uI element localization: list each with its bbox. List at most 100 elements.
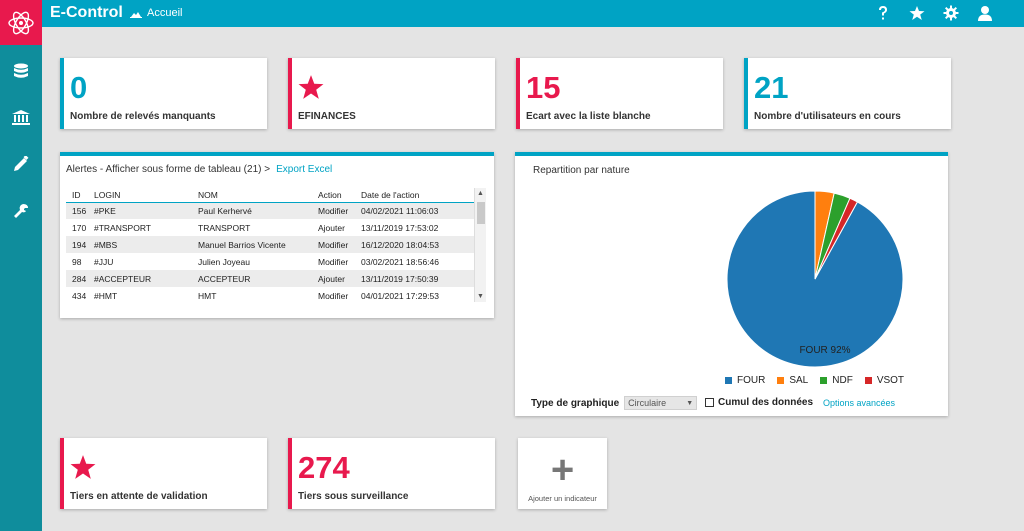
- pencil-icon[interactable]: [10, 153, 32, 175]
- table-row[interactable]: 170 #TRANSPORT TRANSPORT Ajouter 13/11/2…: [66, 219, 474, 236]
- help-icon[interactable]: [874, 4, 892, 22]
- cell-action: Modifier: [312, 202, 355, 219]
- pie-chart: FOUR 92%: [726, 190, 904, 368]
- kpi-efinances[interactable]: EFINANCES: [288, 58, 495, 129]
- add-indicator-button[interactable]: + Ajouter un indicateur: [518, 438, 607, 509]
- wrench-icon[interactable]: [10, 200, 32, 222]
- user-icon[interactable]: [976, 4, 994, 22]
- cell-id: 170: [72, 222, 87, 233]
- cell-action: Modifier: [318, 290, 349, 301]
- legend-swatch: [864, 377, 872, 384]
- atom-logo-icon: [8, 11, 34, 34]
- table-row[interactable]: 194 #MBS Manuel Barrios Vicente Modifier…: [66, 236, 474, 253]
- legend-item-vsot[interactable]: VSOT: [864, 375, 904, 386]
- gear-icon[interactable]: [942, 4, 960, 22]
- column-header-login[interactable]: LOGIN: [88, 188, 192, 203]
- cell-date: 03/02/2021 18:56:46: [361, 256, 439, 267]
- star-icon[interactable]: [908, 4, 926, 22]
- scroll-down-icon[interactable]: ▼: [477, 293, 484, 300]
- home-icon: [130, 12, 142, 18]
- kpi-label: Ecart avec la liste blanche: [526, 111, 651, 122]
- chart-type-select[interactable]: Circulaire ▼: [624, 396, 698, 410]
- cell-id: 194: [66, 236, 88, 253]
- kpi-label: Tiers en attente de validation: [70, 491, 208, 502]
- scroll-up-icon[interactable]: ▲: [477, 190, 484, 197]
- star-icon: [298, 75, 324, 99]
- table-scrollbar[interactable]: ▲ ▼: [474, 188, 486, 302]
- kpi-under-surveillance[interactable]: 274 Tiers sous surveillance: [288, 438, 495, 509]
- cell-login: #HMT: [94, 290, 118, 301]
- cell-nom: Julien Joyeau: [198, 256, 250, 267]
- cell-date: 04/01/2021 17:29:53: [361, 290, 439, 301]
- alerts-header: Alertes - Afficher sous forme de tableau…: [66, 164, 332, 175]
- cumul-label: Cumul des données: [718, 397, 814, 408]
- database-icon[interactable]: [10, 61, 32, 83]
- cell-action: Ajouter: [318, 222, 345, 233]
- kpi-value: 274: [298, 450, 350, 485]
- alerts-table: ID LOGIN NOM Action Date de l'action 156…: [66, 188, 474, 304]
- legend-label: NDF: [832, 375, 853, 386]
- table-row[interactable]: 284 #ACCEPTEUR ACCEPTEUR Ajouter 13/11/2…: [66, 270, 474, 287]
- cell-nom: Paul Kerhervé: [192, 202, 312, 219]
- chart-type-value: Circulaire: [628, 398, 667, 408]
- export-excel-link[interactable]: Export Excel: [276, 164, 333, 175]
- cell-action: Modifier: [318, 256, 349, 267]
- bank-icon[interactable]: [10, 107, 32, 129]
- cell-id: 156: [66, 202, 88, 219]
- repartition-panel: Repartition par nature FOUR 92% FOUR SAL N…: [515, 152, 948, 416]
- cell-nom: ACCEPTEUR: [192, 270, 312, 287]
- chart-legend: FOUR SAL NDF VSOT: [725, 375, 904, 386]
- cell-date: 16/12/2020 18:04:53: [355, 236, 474, 253]
- legend-item-sal[interactable]: SAL: [777, 375, 808, 386]
- scrollbar-thumb[interactable]: [477, 202, 485, 224]
- cell-login: #MBS: [88, 236, 192, 253]
- column-header-id[interactable]: ID: [66, 188, 88, 203]
- breadcrumb[interactable]: Accueil: [130, 7, 182, 19]
- legend-item-ndf[interactable]: NDF: [820, 375, 853, 386]
- alerts-panel: Alertes - Afficher sous forme de tableau…: [60, 152, 494, 318]
- cell-date: 13/11/2019 17:53:02: [361, 222, 439, 233]
- plus-icon: +: [550, 448, 575, 492]
- cell-login: #PKE: [88, 202, 192, 219]
- table-row[interactable]: 156 #PKE Paul Kerhervé Modifier 04/02/20…: [66, 202, 474, 219]
- star-icon: [70, 455, 96, 479]
- cell-date: 13/11/2019 17:50:39: [355, 270, 474, 287]
- column-header-nom[interactable]: NOM: [192, 188, 312, 203]
- table-row[interactable]: 98 #JJU Julien Joyeau Modifier 03/02/202…: [66, 253, 474, 270]
- cell-nom: TRANSPORT: [198, 222, 251, 233]
- kpi-whitelist-gap[interactable]: 15 Ecart avec la liste blanche: [516, 58, 723, 129]
- table-row[interactable]: 434 #HMT HMT Modifier 04/01/2021 17:29:5…: [66, 287, 474, 304]
- kpi-pending-validation[interactable]: Tiers en attente de validation: [60, 438, 267, 509]
- cell-date: 04/02/2021 11:06:03: [355, 202, 474, 219]
- cumul-checkbox[interactable]: [705, 398, 714, 407]
- cell-nom: Manuel Barrios Vicente: [192, 236, 312, 253]
- app-title: E-Control: [50, 4, 123, 21]
- kpi-active-users[interactable]: 21 Nombre d'utilisateurs en cours: [744, 58, 951, 129]
- cell-login: #TRANSPORT: [94, 222, 151, 233]
- advanced-options-link[interactable]: Options avancées: [823, 398, 896, 408]
- chart-title: Repartition par nature: [533, 165, 630, 176]
- sidebar: [0, 27, 42, 531]
- cell-id: 98: [72, 256, 82, 267]
- kpi-label: Nombre de relevés manquants: [70, 111, 216, 122]
- legend-swatch: [820, 377, 828, 384]
- cell-action: Ajouter: [312, 270, 355, 287]
- legend-swatch: [725, 377, 732, 384]
- alerts-title[interactable]: Alertes - Afficher sous forme de tableau…: [66, 164, 271, 175]
- legend-item-four[interactable]: FOUR: [725, 375, 765, 386]
- cell-id: 284: [66, 270, 88, 287]
- cell-id: 434: [72, 290, 87, 301]
- cell-login: #JJU: [94, 256, 114, 267]
- pie-slice-vsot[interactable]: [814, 197, 859, 280]
- kpi-value: 15: [526, 70, 561, 105]
- app-logo[interactable]: [0, 0, 42, 45]
- kpi-value: 21: [754, 70, 789, 105]
- column-header-action[interactable]: Action: [312, 188, 355, 203]
- kpi-value: 0: [70, 70, 88, 105]
- kpi-label: Nombre d'utilisateurs en cours: [754, 111, 901, 122]
- kpi-missing-readings[interactable]: 0 Nombre de relevés manquants: [60, 58, 267, 129]
- cell-action: Modifier: [312, 236, 355, 253]
- table-header-row: ID LOGIN NOM Action Date de l'action: [66, 188, 474, 203]
- column-header-date[interactable]: Date de l'action: [355, 188, 474, 203]
- dropdown-arrow-icon: ▼: [686, 399, 694, 407]
